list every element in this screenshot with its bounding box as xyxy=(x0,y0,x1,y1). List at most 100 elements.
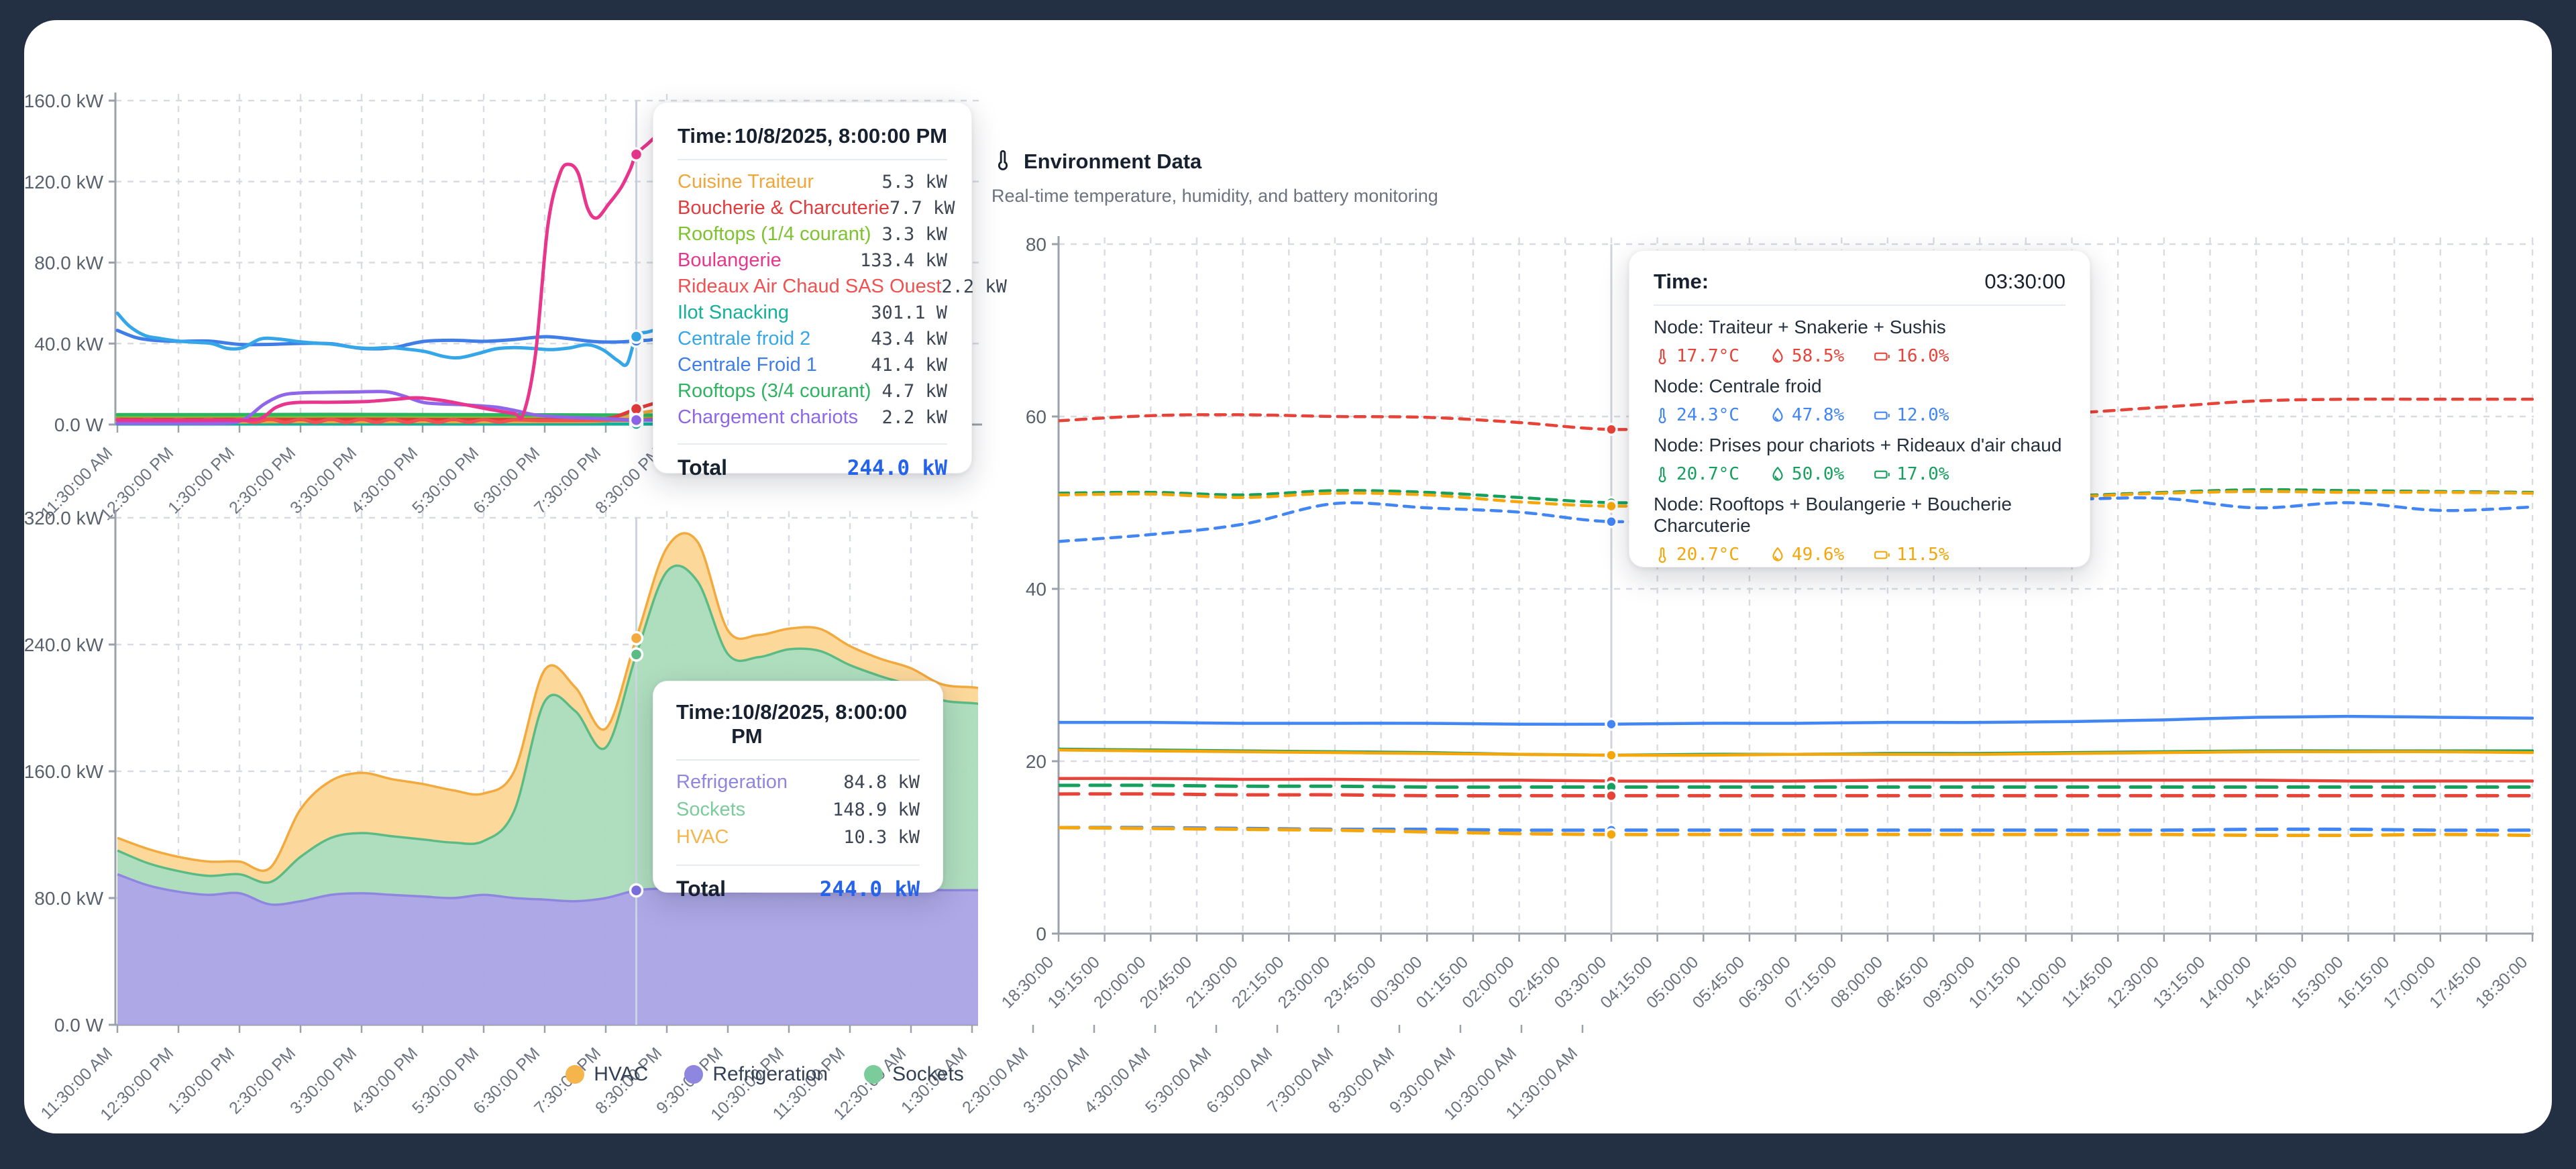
data-point-marker xyxy=(1605,515,1618,528)
svg-text:0.0 W: 0.0 W xyxy=(54,414,104,435)
humidity-icon xyxy=(1772,547,1783,561)
series-line xyxy=(115,412,672,417)
tooltip-total-label: Total xyxy=(678,455,728,480)
tooltip-time-label: Time: xyxy=(678,124,733,148)
thermometer-icon xyxy=(991,146,1014,176)
svg-text:6:30:00 AM: 6:30:00 AM xyxy=(1203,1044,1276,1117)
svg-text:8:30:00 AM: 8:30:00 AM xyxy=(1325,1044,1398,1117)
legend-item-sockets[interactable]: Sockets xyxy=(864,1063,964,1086)
humidity-icon xyxy=(1772,466,1783,481)
battery-stat: 16.0% xyxy=(1874,346,1949,366)
humidity-icon xyxy=(1772,407,1783,422)
tooltip-time-value: 10/8/2025, 8:00:00 PM xyxy=(734,124,947,148)
tooltip-series-row: Rooftops (1/4 courant) 3.3 kW xyxy=(678,223,947,245)
svg-text:0: 0 xyxy=(1036,924,1046,944)
env-node-name: Node: Traiteur + Snakerie + Sushis xyxy=(1654,317,1946,337)
env-subtitle: Real-time temperature, humidity, and bat… xyxy=(991,186,1438,206)
svg-text:40.0 kW: 40.0 kW xyxy=(34,333,103,354)
legend-label: Refrigeration xyxy=(712,1063,828,1085)
series-line xyxy=(115,390,672,425)
env-node: Node: Prises pour chariots + Rideaux d'a… xyxy=(1654,435,2065,484)
stack-tooltip: Time: 10/8/2025, 8:00:00 PM Refrigeratio… xyxy=(653,681,943,901)
tooltip-total-value: 244.0 kW xyxy=(819,877,920,901)
svg-text:80.0 kW: 80.0 kW xyxy=(34,888,103,909)
data-point-marker xyxy=(1605,828,1618,841)
env-node-stats: 24.3°C 47.8% 12.0% xyxy=(1654,405,2065,425)
tooltip-series-row: Chargement chariots 2.2 kW xyxy=(678,406,947,428)
legend-label: HVAC xyxy=(594,1063,649,1085)
legend-dot xyxy=(864,1065,883,1084)
tooltip-series-row: Ilot Snacking 301.1 W xyxy=(678,302,947,323)
svg-text:80: 80 xyxy=(1026,234,1046,255)
series-line xyxy=(115,311,672,368)
legend-dot xyxy=(566,1065,585,1084)
svg-text:80.0 kW: 80.0 kW xyxy=(34,253,103,274)
svg-text:7:30:00 AM: 7:30:00 AM xyxy=(1264,1044,1337,1117)
series-line xyxy=(115,121,672,423)
env-series-line xyxy=(1059,792,2534,797)
battery-icon xyxy=(1874,551,1890,559)
env-header: Environment Data Real-time temperature, … xyxy=(991,146,1438,207)
data-point-marker xyxy=(629,147,644,162)
env-node-name: Node: Prises pour chariots + Rideaux d'a… xyxy=(1654,435,2062,455)
temperature-stat: 17.7°C xyxy=(1654,346,1739,366)
data-point-marker xyxy=(1605,748,1618,762)
legend-item-hvac[interactable]: HVAC xyxy=(566,1063,648,1086)
temperature-stat: 24.3°C xyxy=(1654,405,1739,425)
svg-text:20: 20 xyxy=(1026,751,1046,772)
area-band-hvac xyxy=(117,533,978,883)
tooltip-series-row: Cuisine Traiteur 5.3 kW xyxy=(678,171,947,192)
data-point-marker xyxy=(629,883,644,898)
thermometer-icon xyxy=(1658,408,1666,424)
svg-text:320.0 kW: 320.0 kW xyxy=(24,508,104,528)
thermometer-icon xyxy=(1658,467,1666,483)
svg-text:0.0 W: 0.0 W xyxy=(54,1015,104,1036)
battery-icon xyxy=(1874,470,1890,479)
env-node-stats: 20.7°C 49.6% 11.5% xyxy=(1654,545,2065,565)
legend-item-refrigeration[interactable]: Refrigeration xyxy=(684,1063,828,1086)
svg-text:160.0 kW: 160.0 kW xyxy=(24,761,104,782)
tooltip-rows: Cuisine Traiteur 5.3 kW Boucherie & Charcu… xyxy=(678,171,1007,433)
battery-stat: 17.0% xyxy=(1874,464,1949,484)
svg-text:240.0 kW: 240.0 kW xyxy=(24,634,104,655)
legend-dot xyxy=(684,1065,704,1084)
data-point-marker xyxy=(1605,499,1618,513)
env-node: Node: Centrale froid 24.3°C 47.8% 12.0% xyxy=(1654,376,2065,425)
temperature-stat: 20.7°C xyxy=(1654,545,1739,565)
area-band-refrigeration xyxy=(117,874,978,1025)
humidity-icon xyxy=(1772,348,1783,363)
tooltip-series-row: Boulangerie 133.4 kW xyxy=(678,249,947,271)
tooltip-total-value: 244.0 kW xyxy=(847,456,947,480)
temperature-stat: 20.7°C xyxy=(1654,464,1739,484)
battery-stat: 11.5% xyxy=(1874,545,1949,565)
data-point-marker xyxy=(629,412,644,428)
area-edge xyxy=(117,564,978,884)
data-point-marker xyxy=(1605,789,1618,803)
humidity-stat: 47.8% xyxy=(1769,405,1844,425)
env-node-name: Node: Rooftops + Boulangerie + Boucherie… xyxy=(1654,494,2012,536)
env-title: Environment Data xyxy=(1024,149,1202,173)
tooltip-series-row: Centrale Froid 1 41.4 kW xyxy=(678,354,947,376)
stack-chart-legend: HVAC Refrigeration Sockets xyxy=(376,1063,1154,1086)
tooltip-series-row: HVAC 10.3 kW xyxy=(676,826,920,848)
env-node-stats: 17.7°C 58.5% 16.0% xyxy=(1654,346,2065,366)
tooltip-time-value: 10/8/2025, 8:00:00 PM xyxy=(731,700,908,748)
tooltip-series-row: Rideaux Air Chaud SAS Ouest 2.2 kW xyxy=(678,276,1007,297)
humidity-stat: 58.5% xyxy=(1769,346,1844,366)
svg-text:60: 60 xyxy=(1026,406,1046,427)
env-series-line xyxy=(1059,748,2534,757)
env-series-line xyxy=(1059,826,2534,832)
legend-label: Sockets xyxy=(892,1063,964,1085)
area-edge xyxy=(117,532,978,873)
svg-text:160.0 kW: 160.0 kW xyxy=(24,91,104,111)
tooltip-series-row: Refrigeration 84.8 kW xyxy=(676,771,920,793)
power-plot[interactable] xyxy=(115,121,672,426)
tooltip-series-row: Sockets 148.9 kW xyxy=(676,799,920,820)
data-point-marker xyxy=(1605,423,1618,437)
data-point-marker xyxy=(629,630,644,646)
svg-text:120.0 kW: 120.0 kW xyxy=(24,172,104,192)
env-series-line xyxy=(1059,777,2534,783)
svg-text:40: 40 xyxy=(1026,579,1046,600)
thermometer-icon xyxy=(1658,547,1666,563)
